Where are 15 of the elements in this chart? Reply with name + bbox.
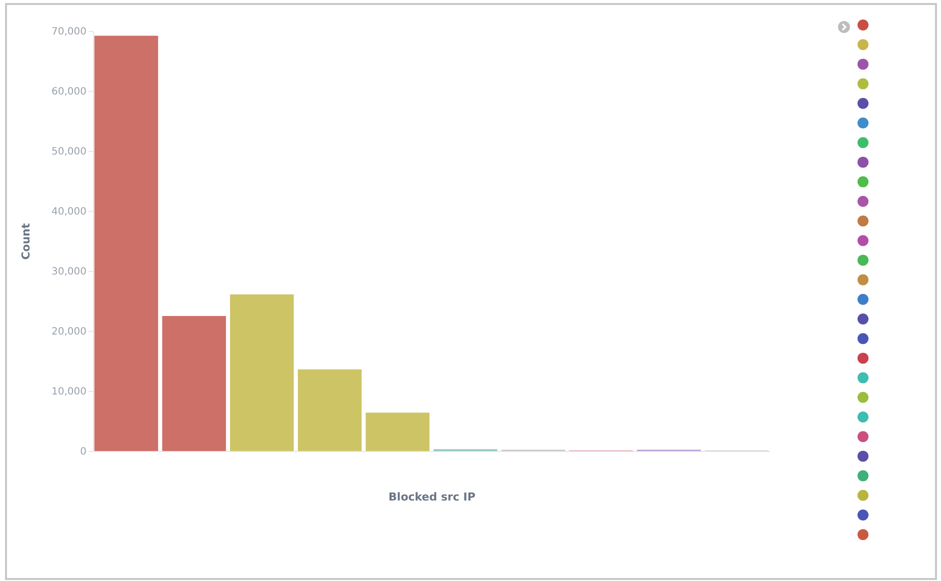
y-tick-label: 20,000	[52, 326, 86, 338]
y-tick-label: 0	[80, 446, 86, 458]
y-tick-label: 50,000	[52, 146, 86, 158]
x-axis-title: Blocked src IP	[388, 490, 476, 504]
y-tick-label: 70,000	[52, 26, 86, 38]
y-tick-label: 30,000	[52, 266, 86, 278]
y-tick-label: 10,000	[52, 386, 86, 398]
bar	[230, 294, 294, 451]
y-tick-label: 60,000	[52, 86, 86, 98]
y-tick-label: 40,000	[52, 206, 86, 218]
bar	[94, 36, 158, 451]
bar	[298, 369, 362, 451]
bar	[162, 316, 226, 451]
bar	[366, 412, 430, 451]
y-axis-title: Count	[20, 223, 33, 260]
